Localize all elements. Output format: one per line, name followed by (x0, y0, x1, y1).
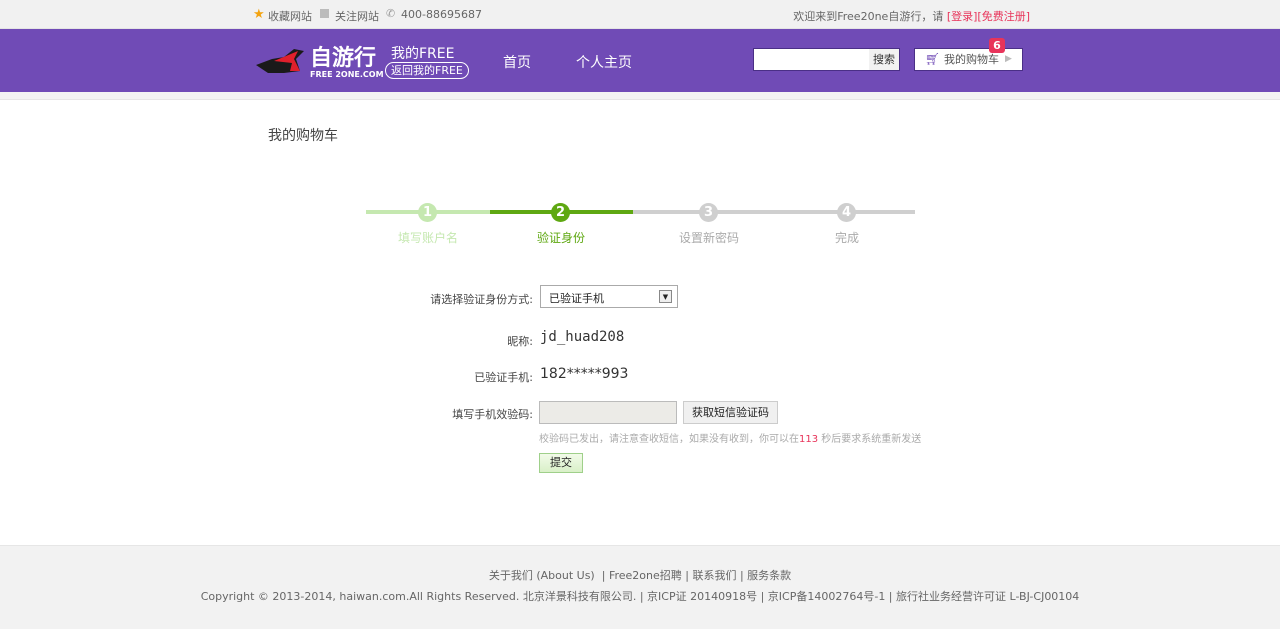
nickname-label: 昵称: (507, 335, 533, 348)
phone-number: 400-88695687 (401, 8, 482, 21)
footer-link-jobs[interactable]: Free2one招聘 (608, 569, 682, 582)
step-2-label: 验证身份 (536, 231, 585, 245)
step-2-circle: 2 (551, 203, 570, 222)
method-selected: 已验证手机 (549, 292, 604, 305)
phone-icon: ✆ (386, 7, 396, 20)
nav-profile[interactable]: 个人主页 (576, 55, 632, 71)
header-divider (0, 92, 1280, 100)
footer-links: 关于我们 (About Us) | Free2one招聘 | 联系我们 | 服务… (488, 569, 792, 582)
star-icon: ★ (253, 7, 265, 22)
search-input[interactable] (754, 49, 866, 70)
logo-text: 自游行 (310, 46, 377, 71)
step-line-3 (633, 210, 915, 214)
footer-link-about[interactable]: 关于我们 (About Us) (488, 569, 595, 582)
step-1-circle: 1 (418, 203, 437, 222)
step-3-circle: 3 (699, 203, 718, 222)
step-3-label: 设置新密码 (678, 231, 739, 245)
method-label: 请选择验证身份方式: (430, 293, 533, 306)
copyright: Copyright © 2013-2014, haiwan.com.All Ri… (200, 590, 1080, 603)
page-title: 我的购物车 (268, 128, 338, 144)
hint-text: 校验码已发出，请注意查收短信，如果没有收到，你可以在 (539, 434, 799, 445)
get-sms-code-button[interactable]: 获取短信验证码 (683, 401, 778, 424)
submit-button[interactable]: 提交 (539, 453, 583, 473)
welcome-text: 欢迎来到Free20ne自游行，请 (793, 10, 947, 23)
footer-link-terms[interactable]: 服务条款 (747, 569, 792, 582)
favorite-link[interactable]: 收藏网站 (268, 10, 312, 23)
step-1-label: 填写账户名 (397, 231, 458, 245)
footer-link-contact[interactable]: 联系我们 (692, 569, 737, 582)
method-select[interactable]: 已验证手机 ▼ (540, 285, 678, 308)
search-box: 搜索 (753, 48, 900, 71)
cart-count-badge: 6 (989, 38, 1005, 53)
cart-button[interactable]: 🛒︎ 我的购物车 ▶ (914, 48, 1023, 71)
back-to-free-button[interactable]: 返回我的FREE (385, 62, 469, 79)
phone-label: 已验证手机: (474, 371, 533, 384)
register-link[interactable]: [免费注册] (977, 10, 1030, 23)
search-button[interactable]: 搜索 (869, 49, 899, 70)
logo-subtext: FREE 2ONE.COM (310, 70, 384, 79)
code-label: 填写手机效验码: (452, 408, 533, 421)
code-hint: 校验码已发出，请注意查收短信，如果没有收到，你可以在113 秒后要求系统重新发送 (539, 430, 921, 445)
cart-label: 我的购物车 (944, 53, 999, 66)
top-bar: ★ 收藏网站 关注网站 ✆ 400-88695687 欢迎来到Free20ne自… (0, 0, 1280, 29)
footer: 关于我们 (About Us) | Free2one招聘 | 联系我们 | 服务… (0, 545, 1280, 629)
countdown-seconds: 113 (799, 434, 819, 445)
follow-link[interactable]: 关注网站 (335, 10, 379, 23)
step-4-label: 完成 (834, 231, 859, 245)
nav-home[interactable]: 首页 (503, 55, 531, 71)
phone-value: 182*****993 (540, 366, 629, 382)
hint-text-end: 秒后要求系统重新发送 (818, 434, 922, 445)
code-input[interactable] (539, 401, 677, 424)
cart-icon: 🛒︎ (925, 52, 941, 66)
my-free-title: 我的FREE (391, 46, 455, 62)
step-4-circle: 4 (837, 203, 856, 222)
logo-rabbit-icon[interactable] (254, 43, 306, 79)
header: 自游行 FREE 2ONE.COM 我的FREE 返回我的FREE 首页 个人主… (0, 29, 1280, 92)
qrcode-icon (320, 9, 329, 18)
chevron-down-icon[interactable]: ▼ (659, 290, 672, 303)
login-link[interactable]: [登录] (946, 10, 978, 23)
nickname-value: jd_huad208 (540, 329, 625, 345)
arrow-right-icon: ▶ (1005, 54, 1012, 64)
